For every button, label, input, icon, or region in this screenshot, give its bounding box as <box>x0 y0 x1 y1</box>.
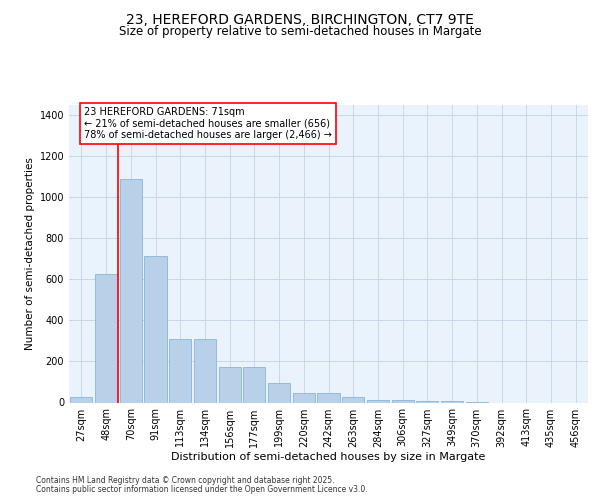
Bar <box>70 397 92 402</box>
Text: Contains HM Land Registry data © Crown copyright and database right 2025.: Contains HM Land Registry data © Crown c… <box>36 476 335 485</box>
Bar <box>169 340 191 402</box>
Text: Contains public sector information licensed under the Open Government Licence v3: Contains public sector information licen… <box>36 485 368 494</box>
Text: Size of property relative to semi-detached houses in Margate: Size of property relative to semi-detach… <box>119 25 481 38</box>
Bar <box>392 400 414 402</box>
Bar <box>367 400 389 402</box>
Bar <box>293 393 315 402</box>
X-axis label: Distribution of semi-detached houses by size in Margate: Distribution of semi-detached houses by … <box>172 452 485 462</box>
Text: 23, HEREFORD GARDENS, BIRCHINGTON, CT7 9TE: 23, HEREFORD GARDENS, BIRCHINGTON, CT7 9… <box>126 12 474 26</box>
Bar <box>243 366 265 402</box>
Bar <box>218 366 241 402</box>
Bar <box>145 256 167 402</box>
Text: 23 HEREFORD GARDENS: 71sqm
← 21% of semi-detached houses are smaller (656)
78% o: 23 HEREFORD GARDENS: 71sqm ← 21% of semi… <box>84 107 332 140</box>
Bar <box>95 274 117 402</box>
Bar <box>342 397 364 402</box>
Y-axis label: Number of semi-detached properties: Number of semi-detached properties <box>25 158 35 350</box>
Bar <box>194 340 216 402</box>
Bar <box>119 179 142 402</box>
Bar <box>317 393 340 402</box>
Bar <box>268 384 290 402</box>
